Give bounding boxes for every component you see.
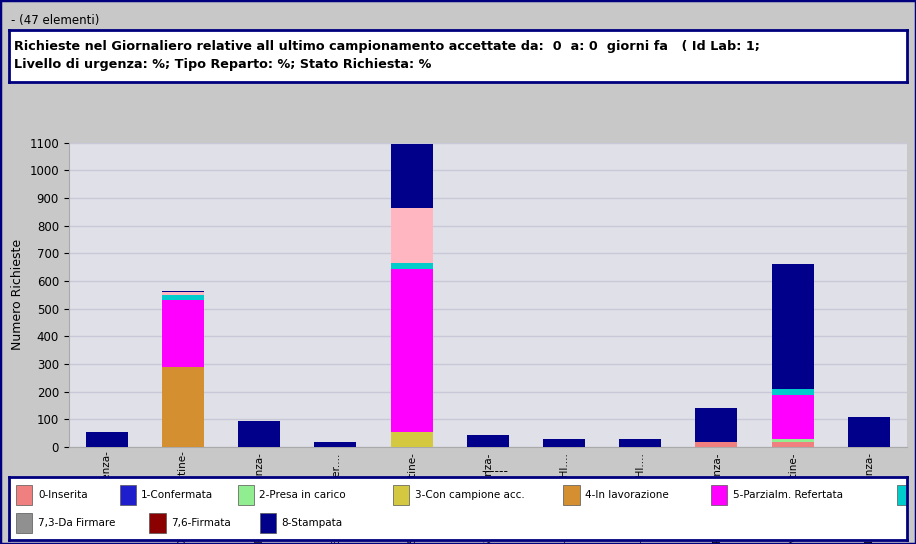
Bar — [260, 514, 277, 533]
Text: 7,3-Da Firmare: 7,3-Da Firmare — [38, 518, 115, 528]
Y-axis label: Numero Richieste: Numero Richieste — [11, 239, 24, 350]
Text: Livello di urgenza: %; Tipo Reparto: %; Stato Richiesta: %: Livello di urgenza: %; Tipo Reparto: %; … — [14, 58, 431, 71]
Bar — [695, 409, 737, 442]
Bar — [897, 485, 912, 505]
Bar — [390, 144, 432, 208]
Text: 0-Inserita: 0-Inserita — [38, 490, 88, 499]
Text: 2-Presa in carico: 2-Presa in carico — [259, 490, 346, 499]
Bar — [619, 439, 661, 447]
Bar — [712, 485, 727, 505]
Bar — [162, 367, 204, 447]
Bar — [771, 442, 813, 447]
Bar — [771, 439, 813, 442]
Bar — [314, 442, 356, 447]
Bar — [16, 485, 32, 505]
Bar — [162, 300, 204, 367]
Bar — [238, 421, 280, 447]
Text: 3-Con campione acc.: 3-Con campione acc. — [415, 490, 524, 499]
Bar — [390, 208, 432, 263]
Bar — [771, 394, 813, 439]
Bar — [390, 432, 432, 447]
Bar — [16, 514, 32, 533]
Bar — [120, 485, 136, 505]
Bar — [393, 485, 409, 505]
Bar — [86, 432, 127, 447]
Text: ------: ------ — [481, 465, 508, 478]
Text: 8-Stampata: 8-Stampata — [281, 518, 343, 528]
Bar — [162, 292, 204, 295]
Text: 5-Parzialm. Refertata: 5-Parzialm. Refertata — [733, 490, 843, 499]
Text: 7,6-Firmata: 7,6-Firmata — [171, 518, 231, 528]
Text: 1-Confermata: 1-Confermata — [141, 490, 213, 499]
Bar — [563, 485, 580, 505]
Text: - (47 elementi): - (47 elementi) — [11, 14, 99, 27]
Bar — [771, 264, 813, 389]
Bar — [390, 263, 432, 269]
Text: 4-In lavorazione: 4-In lavorazione — [585, 490, 669, 499]
Bar — [149, 514, 166, 533]
Bar — [238, 485, 254, 505]
Bar — [771, 389, 813, 394]
Bar — [162, 290, 204, 292]
Bar — [848, 417, 889, 447]
Bar — [543, 439, 585, 447]
Text: Richieste nel Giornaliero relative all ultimo campionamento accettate da:  0  a:: Richieste nel Giornaliero relative all u… — [14, 40, 759, 53]
Bar — [162, 295, 204, 300]
Bar — [390, 269, 432, 432]
Bar — [467, 435, 508, 447]
Bar — [695, 442, 737, 447]
